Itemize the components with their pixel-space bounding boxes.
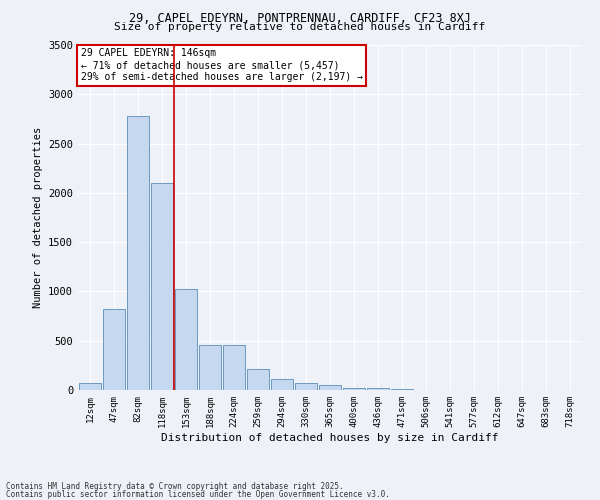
Text: Contains public sector information licensed under the Open Government Licence v3: Contains public sector information licen… — [6, 490, 390, 499]
Text: 29, CAPEL EDEYRN, PONTPRENNAU, CARDIFF, CF23 8XJ: 29, CAPEL EDEYRN, PONTPRENNAU, CARDIFF, … — [129, 12, 471, 26]
Bar — [79, 382, 101, 390]
Text: Contains HM Land Registry data © Crown copyright and database right 2025.: Contains HM Land Registry data © Crown c… — [6, 482, 344, 491]
Bar — [295, 382, 317, 390]
Y-axis label: Number of detached properties: Number of detached properties — [32, 127, 43, 308]
Bar — [199, 344, 221, 390]
Bar — [391, 389, 413, 390]
X-axis label: Distribution of detached houses by size in Cardiff: Distribution of detached houses by size … — [161, 432, 499, 442]
Bar — [319, 385, 341, 390]
Text: 29 CAPEL EDEYRN: 146sqm
← 71% of detached houses are smaller (5,457)
29% of semi: 29 CAPEL EDEYRN: 146sqm ← 71% of detache… — [80, 48, 362, 82]
Bar — [103, 308, 125, 390]
Bar — [367, 388, 389, 390]
Bar — [271, 378, 293, 390]
Bar — [127, 116, 149, 390]
Text: Size of property relative to detached houses in Cardiff: Size of property relative to detached ho… — [115, 22, 485, 32]
Bar — [247, 369, 269, 390]
Bar — [343, 388, 365, 390]
Bar — [223, 344, 245, 390]
Bar — [175, 290, 197, 390]
Bar — [151, 183, 173, 390]
